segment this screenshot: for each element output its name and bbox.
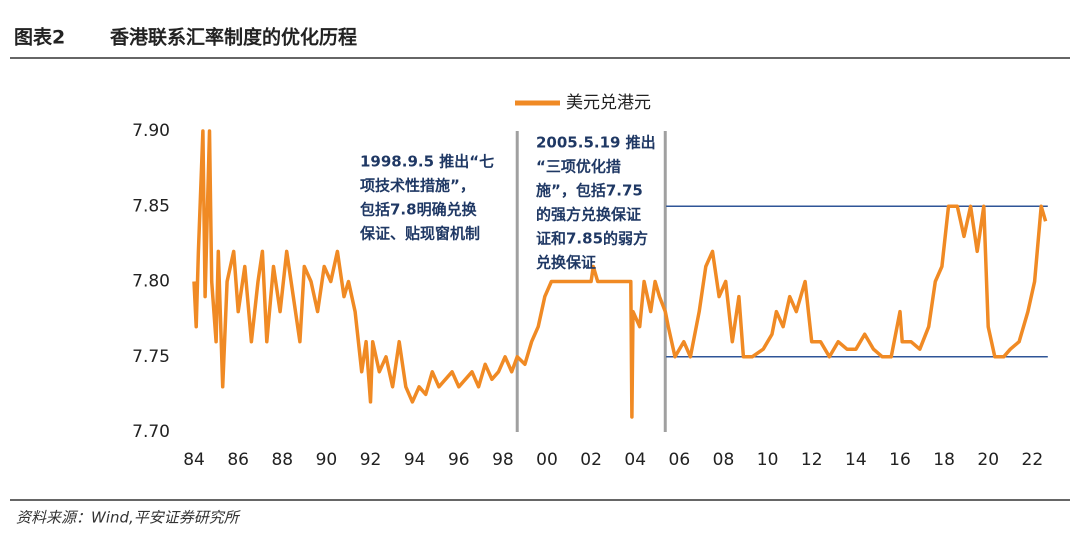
x-tick-label: 22 <box>1022 450 1044 470</box>
y-tick-label: 7.85 <box>132 196 170 216</box>
x-tick-label: 98 <box>492 450 514 470</box>
x-tick-label: 10 <box>757 450 779 470</box>
chart-title: 香港联系汇率制度的优化历程 <box>109 26 357 49</box>
annotation: 2005.5.19 推出 <box>536 134 656 152</box>
x-tick-label: 94 <box>404 450 426 470</box>
x-tick-label: 06 <box>669 450 691 470</box>
y-tick-label: 7.75 <box>132 347 170 367</box>
annotation: 兑换保证 <box>536 254 596 272</box>
x-tick-label: 00 <box>536 450 558 470</box>
x-tick-label: 02 <box>580 450 602 470</box>
source: 资料来源：Wind,平安证券研究所 <box>16 509 241 527</box>
x-tick-label: 84 <box>183 450 205 470</box>
annotation: 的强方兑换保证 <box>536 206 641 224</box>
y-tick-label: 7.70 <box>132 422 170 442</box>
x-tick-label: 88 <box>271 450 293 470</box>
legend-label: 美元兑港元 <box>566 93 651 113</box>
x-tick-label: 18 <box>933 450 955 470</box>
x-tick-label: 14 <box>845 450 867 470</box>
x-tick-label: 96 <box>448 450 470 470</box>
x-tick-label: 86 <box>227 450 249 470</box>
annotation: “三项优化措 <box>536 158 621 176</box>
line-series <box>192 129 1048 419</box>
y-tick-label: 7.90 <box>132 121 170 141</box>
x-tick-label: 04 <box>624 450 646 470</box>
x-tick-label: 12 <box>801 450 823 470</box>
x-tick-label: 20 <box>977 450 999 470</box>
y-tick-label: 7.80 <box>132 272 170 292</box>
annotation: 项技术性措施”， <box>360 177 475 195</box>
x-tick-label: 08 <box>713 450 735 470</box>
annotation: 1998.9.5 推出“七 <box>360 153 494 171</box>
annotation: 保证、贴现窗机制 <box>359 225 480 243</box>
figure-label: 图表2 <box>14 26 65 49</box>
annotation: 证和7.85的弱方 <box>536 230 648 248</box>
x-tick-label: 90 <box>316 450 338 470</box>
annotation: 施”，包括7.75 <box>536 182 643 200</box>
x-tick-label: 92 <box>360 450 382 470</box>
annotation: 包括7.8明确兑换 <box>360 201 478 219</box>
x-tick-label: 16 <box>889 450 911 470</box>
